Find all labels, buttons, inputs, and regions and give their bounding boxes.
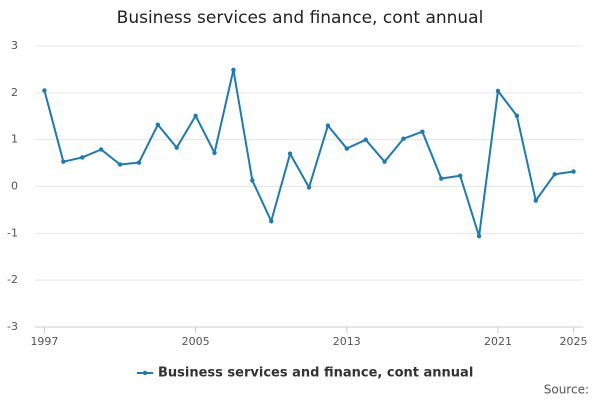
source-label: Source: xyxy=(544,383,589,397)
y-tick-label: 0 xyxy=(11,180,18,193)
y-tick-label: -2 xyxy=(7,273,18,286)
point xyxy=(344,146,349,151)
point xyxy=(155,122,161,127)
point xyxy=(306,185,312,190)
point xyxy=(514,113,520,118)
point xyxy=(80,155,85,160)
y-tick-label: 3 xyxy=(11,39,18,52)
point xyxy=(61,159,66,164)
point xyxy=(533,198,538,203)
point xyxy=(420,129,425,134)
point xyxy=(382,159,387,164)
point xyxy=(363,137,368,142)
legend-label: Business services and finance, cont annu… xyxy=(158,366,473,381)
y-tick-label: -3 xyxy=(7,320,18,333)
point xyxy=(98,147,104,152)
point xyxy=(476,233,482,239)
y-tick-label: 2 xyxy=(11,86,18,99)
point xyxy=(552,172,557,177)
point xyxy=(250,178,255,183)
y-tick-label: -1 xyxy=(7,226,18,239)
point xyxy=(42,88,47,93)
point xyxy=(136,160,142,165)
point xyxy=(571,169,576,174)
x-tick-label: 2021 xyxy=(484,335,512,348)
point xyxy=(495,88,501,94)
x-tick-label: 1997 xyxy=(30,335,58,348)
point xyxy=(212,150,217,155)
point xyxy=(193,113,198,118)
point xyxy=(231,67,236,73)
x-tick-label: 2013 xyxy=(333,335,361,348)
legend-marker xyxy=(142,370,148,376)
chart-title: Business services and finance, cont annu… xyxy=(117,8,484,28)
x-tick-label: 2025 xyxy=(560,335,588,348)
point xyxy=(439,176,444,181)
point xyxy=(325,123,331,128)
point xyxy=(401,136,406,141)
point xyxy=(457,173,463,178)
y-tick-label: 1 xyxy=(11,133,18,146)
point xyxy=(174,145,179,150)
point xyxy=(117,162,123,167)
x-tick-label: 2005 xyxy=(182,335,210,348)
line xyxy=(43,69,574,237)
point xyxy=(269,218,274,224)
point xyxy=(287,151,293,156)
